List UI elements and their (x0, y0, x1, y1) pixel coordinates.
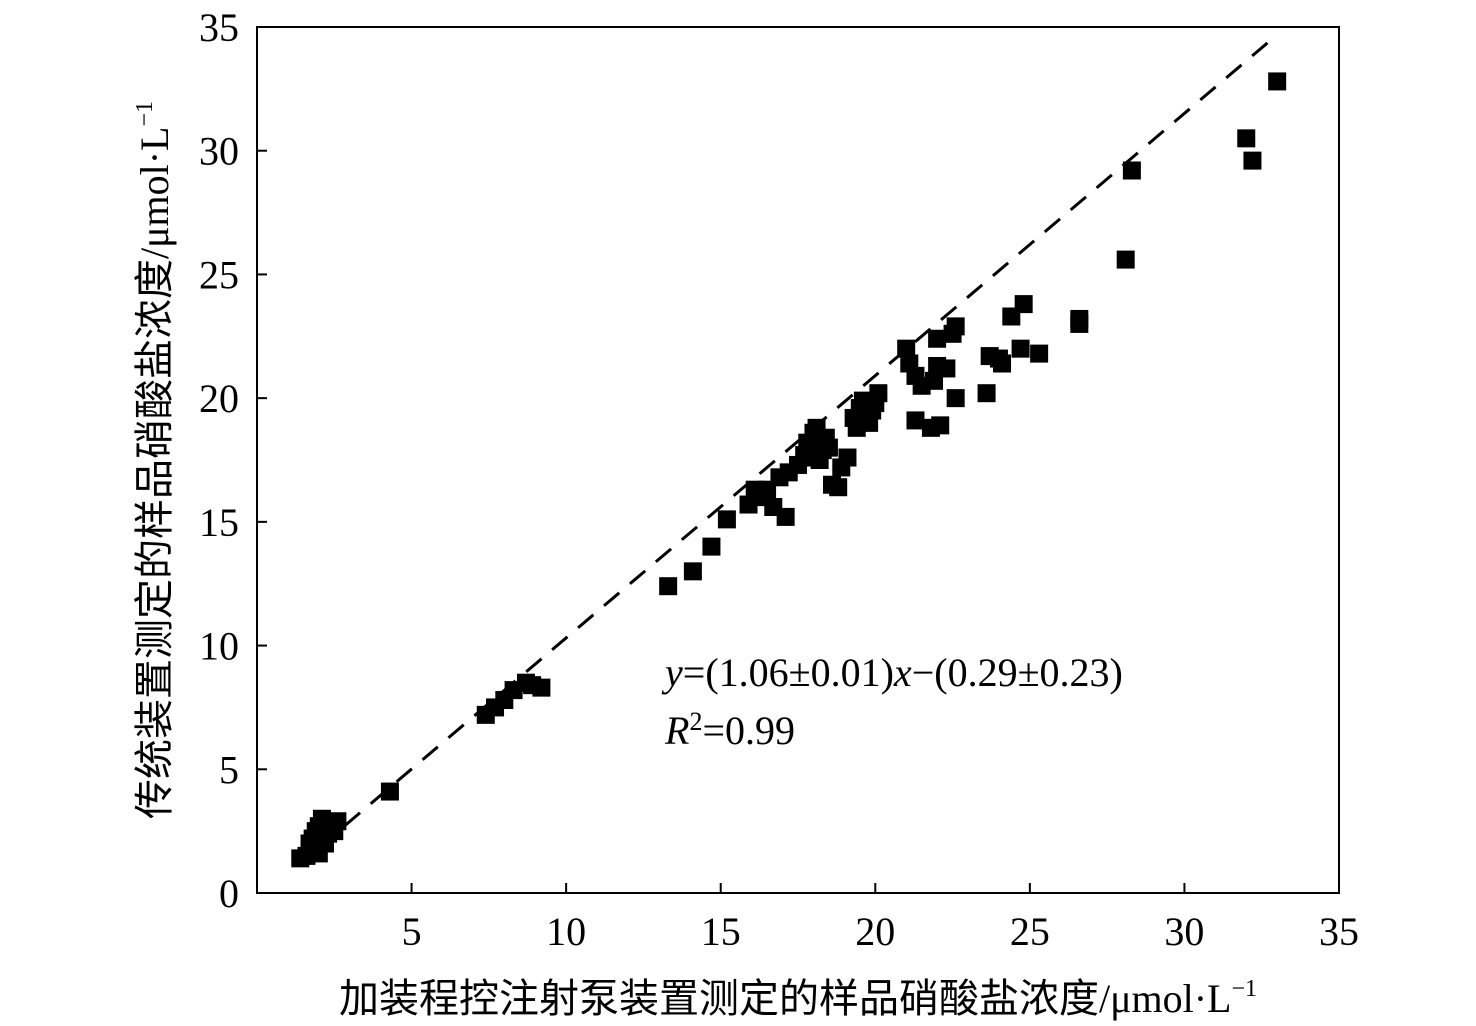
data-points (291, 72, 1287, 868)
data-point (1243, 151, 1262, 170)
x-axis-label-text: 加装程控注射泵装置测定的样品硝酸盐浓度/μmol·L (339, 976, 1232, 1021)
x-axis: 5 10 15 20 25 30 35 (402, 883, 1359, 954)
plot-area-frame (256, 26, 1340, 894)
y-tick-label: 20 (199, 376, 239, 421)
y-tick-label: 0 (219, 871, 239, 916)
y-tick-label: 35 (199, 5, 239, 50)
x-tick-label: 20 (855, 909, 895, 954)
x-tick-label: 10 (546, 909, 586, 954)
data-point (717, 510, 736, 529)
data-point (523, 676, 542, 695)
y-tick-label: 15 (199, 500, 239, 545)
y-axis-label: 传统装置测定的样品硝酸盐浓度/μmol·L−1 (132, 101, 177, 819)
x-tick-label: 35 (1319, 909, 1359, 954)
data-point (1122, 161, 1141, 180)
y-axis-label-text: 传统装置测定的样品硝酸盐浓度/μmol·L (132, 127, 177, 820)
data-point (829, 478, 848, 497)
data-point (838, 448, 857, 467)
data-point (1014, 295, 1033, 314)
data-point (1070, 309, 1089, 328)
y-tick-label: 10 (199, 624, 239, 669)
data-point (993, 354, 1012, 373)
data-point (906, 411, 925, 430)
data-point (1030, 344, 1049, 363)
data-point (1011, 339, 1030, 358)
r2-superscript: 2 (689, 707, 702, 736)
r-squared-label: R2=0.99 (664, 707, 795, 753)
data-point (937, 359, 956, 378)
x-tick-label: 15 (701, 909, 741, 954)
y-axis-label-sup: −1 (132, 101, 158, 127)
x-tick-label: 25 (1010, 909, 1050, 954)
y-tick-label: 5 (219, 747, 239, 792)
data-point (380, 782, 399, 801)
data-point (776, 507, 795, 526)
x-tick-label: 30 (1164, 909, 1204, 954)
equation-y-var: y (661, 650, 683, 695)
data-point (869, 384, 888, 403)
data-point (659, 577, 678, 596)
equation-intercept: −(0.29±0.23) (912, 650, 1123, 695)
data-point (702, 537, 721, 556)
r2-value: =0.99 (702, 708, 795, 753)
equation-x-var: x (893, 650, 912, 695)
y-tick-label: 25 (199, 252, 239, 297)
x-axis-label-sup: −1 (1232, 976, 1258, 1002)
regression-line (317, 33, 1279, 849)
equation-slope: =(1.06±0.01) (683, 650, 894, 695)
data-point (683, 562, 702, 581)
data-point (977, 384, 996, 403)
data-point (739, 495, 758, 514)
x-tick-label: 5 (402, 909, 422, 954)
data-point (928, 329, 947, 348)
regression-equation: y=(1.06±0.01)x−(0.29±0.23) (661, 650, 1123, 695)
data-point (801, 448, 820, 467)
data-point (1237, 129, 1256, 148)
data-point (328, 812, 347, 831)
fit-line (317, 33, 1279, 849)
x-axis-label: 加装程控注射泵装置测定的样品硝酸盐浓度/μmol·L−1 (339, 976, 1257, 1021)
y-tick-label: 30 (199, 129, 239, 174)
data-point (946, 389, 965, 408)
data-point (1268, 72, 1287, 91)
y-axis: 0 5 10 15 20 25 30 35 (199, 5, 267, 916)
r2-symbol: R (664, 708, 689, 753)
data-point (1116, 250, 1135, 269)
data-point (931, 416, 950, 435)
data-point (946, 317, 965, 336)
